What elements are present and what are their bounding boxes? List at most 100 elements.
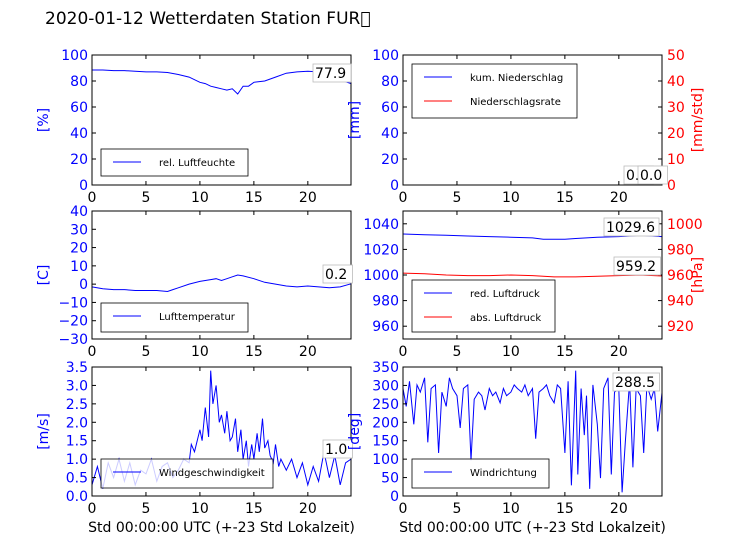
x-tick-label: 15 xyxy=(245,501,263,517)
y2-tick-label: 40 xyxy=(667,74,685,90)
current-value-label: 1029.6 xyxy=(606,220,655,236)
x-tick-label: 5 xyxy=(452,190,461,206)
x-tick-label: 0 xyxy=(88,501,97,517)
y-tick-label: −30 xyxy=(58,332,88,348)
y2-axis-label: [mm/std] xyxy=(690,88,706,153)
chart-panel-2: 0 5 10 15 20 0 20 40 60 80 100 0 10 20 30 40 50 [mm] [mm/s… xyxy=(347,48,706,206)
y-tick-label: 50 xyxy=(381,471,399,487)
series-line-1 xyxy=(402,233,663,240)
chart-panel-4: 0 5 10 15 20 960 980 1000 1020 1040 920 940 960 980 10… xyxy=(363,210,706,360)
x-tick-label: 15 xyxy=(556,501,574,517)
series-line-2 xyxy=(402,272,663,278)
series-line-1 xyxy=(92,69,352,95)
y-tick-label: 1.0 xyxy=(66,452,88,468)
current-value-box xyxy=(312,63,352,83)
chart-panel-1: 0 5 10 15 20 0 20 40 60 80 100 [%] rel. Luftfeuchte 7… xyxy=(36,48,352,206)
chart-panel-3: 0 5 10 15 20 −30 −20 −10 0 10 20 30 40 [C] Lufttempera… xyxy=(36,204,353,360)
y-tick-label: 20 xyxy=(381,152,399,168)
current-value-label: 959.2 xyxy=(616,259,656,275)
y-tick-label: 1.5 xyxy=(66,434,88,450)
legend-box xyxy=(411,279,556,333)
x-tick-label: 20 xyxy=(299,190,317,206)
plot-frame xyxy=(91,54,352,186)
y-axis-label: [%] xyxy=(36,108,52,132)
plot-frame xyxy=(402,54,663,186)
y-axis-label: [deg] xyxy=(347,413,363,450)
plot-frame xyxy=(402,366,663,497)
y-tick-label: 1040 xyxy=(363,217,399,233)
y-tick-label: 100 xyxy=(372,48,399,64)
x-tick-label: 15 xyxy=(556,344,574,360)
current-value-box xyxy=(322,264,353,284)
y-tick-label: 0 xyxy=(390,178,399,194)
x-tick-label: 5 xyxy=(452,501,461,517)
current-value-box xyxy=(603,217,660,237)
y-tick-label: 0.5 xyxy=(66,471,88,487)
y-tick-label: 200 xyxy=(372,415,399,431)
y-tick-label: 20 xyxy=(70,241,88,257)
legend-label: kum. Niederschlag xyxy=(470,73,563,84)
legend-label: Lufttemperatur xyxy=(159,312,236,323)
x-axis-label: Std 00:00:00 UTC (+-23 Std Lokalzeit) xyxy=(88,520,355,536)
chart-panel-5: 0 5 10 15 20 0.0 0.5 1.0 1.5 2.0 2.5 3.0 3.5 [m/s] Std… xyxy=(36,360,355,536)
y2-tick-label: 1000 xyxy=(667,217,703,233)
x-tick-label: 20 xyxy=(299,344,317,360)
series-line-1 xyxy=(91,274,352,293)
legend-label: red. Luftdruck xyxy=(470,289,540,300)
y-tick-label: 960 xyxy=(372,319,399,335)
x-tick-label: 20 xyxy=(610,190,628,206)
x-tick-label: 5 xyxy=(452,344,461,360)
y-tick-label: 2.5 xyxy=(66,397,88,413)
legend-box xyxy=(411,458,550,489)
x-tick-label: 15 xyxy=(245,190,263,206)
current-value-box xyxy=(613,256,661,276)
y-tick-label: −20 xyxy=(58,314,88,330)
x-tick-label: 0 xyxy=(399,501,408,517)
current-value-label: 0.2 xyxy=(325,267,347,283)
y-tick-label: 100 xyxy=(61,48,88,64)
x-tick-label: 15 xyxy=(245,344,263,360)
y2-tick-label: 960 xyxy=(667,268,694,284)
y-axis-label: [m/s] xyxy=(36,413,52,450)
y-tick-label: 40 xyxy=(70,126,88,142)
current-value-box xyxy=(637,165,668,185)
y2-tick-label: 30 xyxy=(667,100,685,116)
x-tick-label: 0 xyxy=(88,190,97,206)
y-tick-label: 80 xyxy=(70,74,88,90)
y-tick-label: 150 xyxy=(372,434,399,450)
y-tick-label: 60 xyxy=(381,100,399,116)
x-tick-label: 0 xyxy=(399,190,408,206)
x-tick-label: 5 xyxy=(141,190,150,206)
x-tick-label: 5 xyxy=(141,501,150,517)
x-tick-label: 0 xyxy=(88,344,97,360)
y-tick-label: 1000 xyxy=(363,268,399,284)
y-tick-label: 0.0 xyxy=(66,489,88,505)
y-tick-label: 3.0 xyxy=(66,378,88,394)
y-tick-label: 20 xyxy=(70,152,88,168)
x-tick-label: 10 xyxy=(502,501,520,517)
y2-tick-label: 920 xyxy=(667,319,694,335)
y-tick-label: 1020 xyxy=(363,242,399,258)
x-axis-label: Std 00:00:00 UTC (+-23 Std Lokalzeit) xyxy=(399,520,666,536)
legend-label: Windrichtung xyxy=(470,468,537,479)
y-tick-label: 40 xyxy=(70,204,88,220)
current-value-label: 0.0 xyxy=(640,168,662,184)
legend-label: abs. Luftdruck xyxy=(470,313,541,324)
x-tick-label: 10 xyxy=(502,190,520,206)
x-tick-label: 20 xyxy=(610,344,628,360)
x-tick-label: 10 xyxy=(191,344,209,360)
legend-box xyxy=(100,302,249,333)
y-tick-label: −10 xyxy=(58,295,88,311)
y-tick-label: 0 xyxy=(79,277,88,293)
y-tick-label: 300 xyxy=(372,378,399,394)
x-tick-label: 10 xyxy=(502,344,520,360)
x-tick-label: 10 xyxy=(191,190,209,206)
y2-tick-label: 20 xyxy=(667,126,685,142)
y-tick-label: 250 xyxy=(372,397,399,413)
x-tick-label: 10 xyxy=(191,501,209,517)
x-tick-label: 20 xyxy=(610,501,628,517)
x-tick-label: 15 xyxy=(556,190,574,206)
figure-title: 2020-01-12 Wetterdaten Station FUR  xyxy=(45,9,371,29)
current-value-label: 288.5 xyxy=(615,375,655,391)
